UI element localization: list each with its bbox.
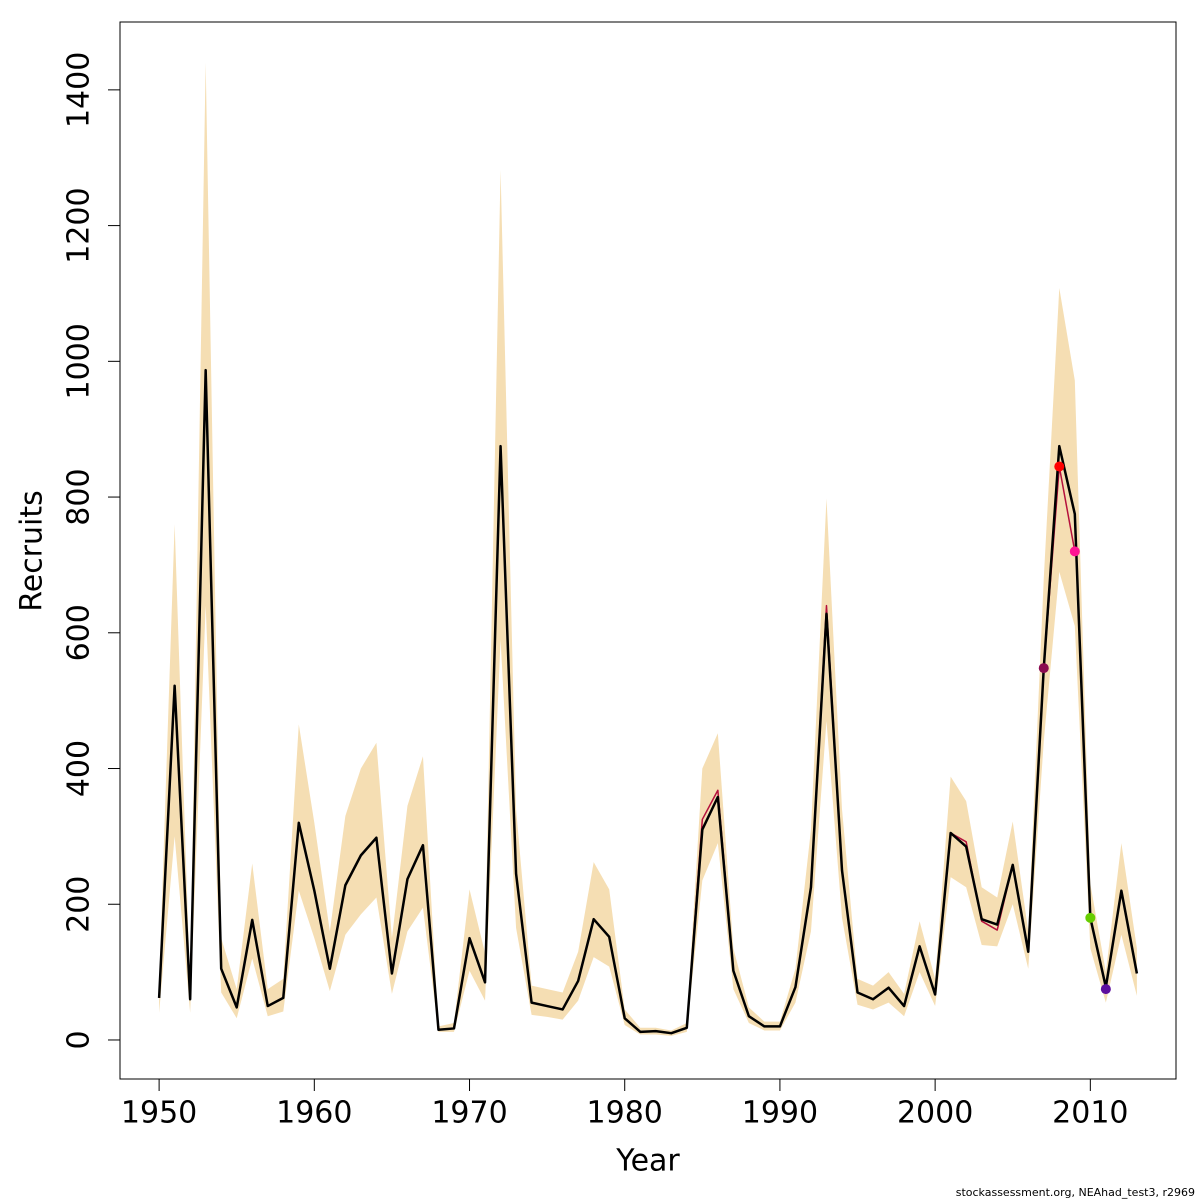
confidence-band <box>159 62 1137 1036</box>
y-tick-label: 1200 <box>62 187 97 263</box>
y-tick-label: 1400 <box>62 52 97 128</box>
y-tick-label: 400 <box>62 740 97 797</box>
y-tick-label: 200 <box>62 876 97 933</box>
y-tick-label: 600 <box>62 604 97 661</box>
y-tick-label: 0 <box>62 1030 97 1049</box>
footnote: stockassessment.org, NEAhad_test3, r2969 <box>956 1186 1195 1199</box>
x-tick-label: 2000 <box>897 1096 973 1131</box>
end-point <box>1100 984 1111 995</box>
end-point <box>1038 663 1049 674</box>
x-tick-label: 1980 <box>587 1096 663 1131</box>
series-line <box>157 368 1139 1035</box>
y-axis-label: Recruits <box>15 490 50 612</box>
x-tick-label: 1960 <box>276 1096 352 1131</box>
x-tick-label: 1950 <box>121 1096 197 1131</box>
x-tick-label: 2010 <box>1052 1096 1128 1131</box>
end-point <box>1054 461 1065 472</box>
y-tick-label: 1000 <box>62 323 97 399</box>
x-tick-label: 1990 <box>742 1096 818 1131</box>
x-tick-label: 1970 <box>431 1096 507 1131</box>
series-line <box>158 369 1076 1034</box>
end-point <box>1069 546 1080 557</box>
y-tick-label: 800 <box>62 468 97 525</box>
end-point <box>1085 912 1096 923</box>
x-axis-label: Year <box>615 1144 680 1179</box>
